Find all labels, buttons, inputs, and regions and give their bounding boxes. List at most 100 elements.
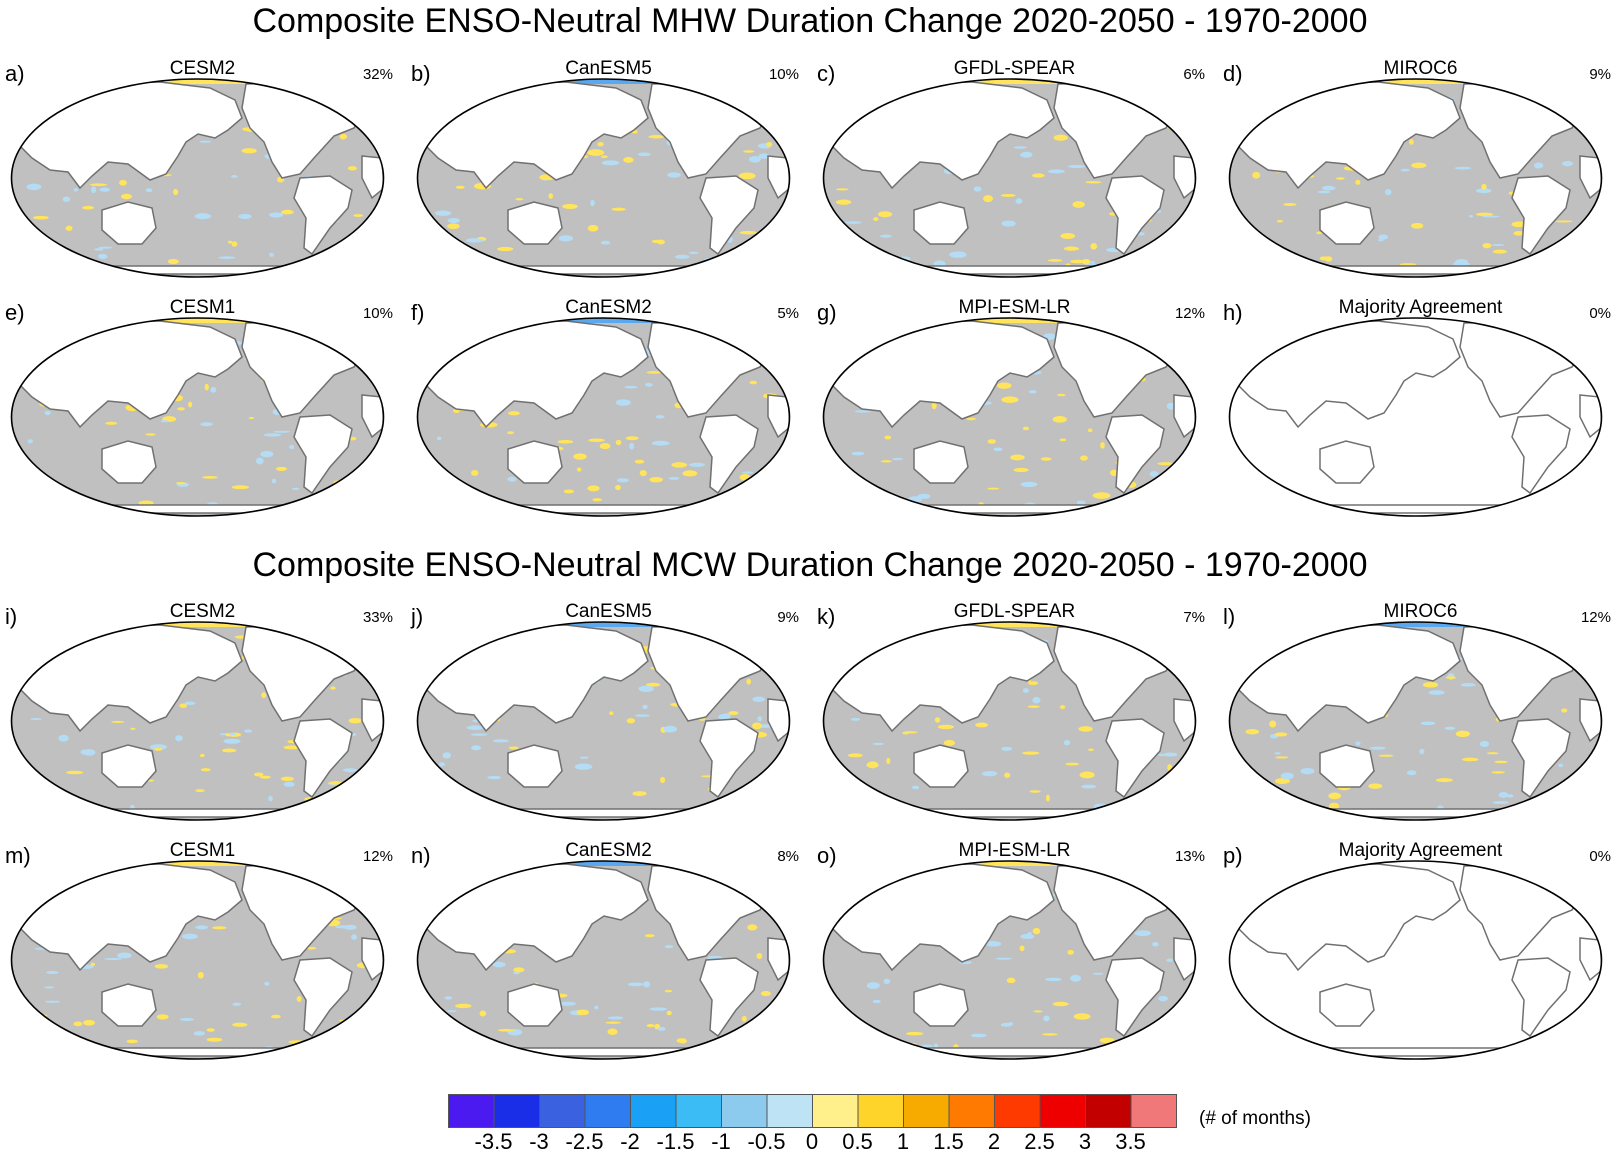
anomaly-patch xyxy=(306,800,319,805)
world-map xyxy=(1228,860,1603,1060)
anomaly-patch xyxy=(1513,231,1525,236)
colorbar-tick-label: 2 xyxy=(987,1129,1001,1154)
world-map xyxy=(1228,621,1603,821)
anomaly-patch xyxy=(1280,772,1294,780)
anomaly-patch xyxy=(1269,720,1277,728)
anomaly-patch xyxy=(1163,752,1178,757)
anomaly-patch xyxy=(1400,168,1410,172)
anomaly-patch xyxy=(1079,771,1095,779)
anomaly-patch xyxy=(1481,183,1487,190)
land-outline xyxy=(699,957,759,1038)
anomaly-patch xyxy=(1162,1030,1173,1038)
anomaly-patch xyxy=(645,382,653,387)
anomaly-patch xyxy=(1045,977,1062,982)
anomaly-patch xyxy=(839,117,858,123)
anomaly-patch xyxy=(1475,212,1494,217)
anomaly-patch xyxy=(866,982,880,989)
anomaly-patch xyxy=(1335,177,1345,180)
anomaly-patch xyxy=(269,212,284,218)
anomaly-patch xyxy=(253,772,264,777)
anomaly-patch xyxy=(848,260,863,263)
colorbar-tick-label: 2.5 xyxy=(1024,1129,1055,1154)
anomaly-patch xyxy=(119,179,127,186)
anomaly-patch xyxy=(1027,681,1039,686)
anomaly-patch xyxy=(1158,995,1168,1002)
colorbar-swatch xyxy=(1085,1094,1132,1128)
anomaly-patch xyxy=(649,476,663,483)
anomaly-patch xyxy=(497,246,514,252)
anomaly-patch xyxy=(255,457,264,465)
anomaly-patch xyxy=(513,967,525,973)
anomaly-patch xyxy=(271,478,277,484)
anomaly-patch xyxy=(1013,467,1029,473)
colorbar xyxy=(448,1094,1177,1128)
anomaly-patch xyxy=(558,235,573,242)
panel-model-name: CESM2 xyxy=(169,601,236,622)
anomaly-patch xyxy=(111,720,125,723)
land-outline xyxy=(445,504,759,514)
map-border xyxy=(416,317,791,517)
world-map xyxy=(416,78,791,278)
anomaly-patch xyxy=(273,430,290,433)
anomaly-patch xyxy=(261,692,267,699)
anomaly-patch xyxy=(360,801,366,808)
anomaly-patch xyxy=(943,739,956,746)
map-border xyxy=(10,860,385,1060)
anomaly-patch xyxy=(722,713,731,719)
land-outline xyxy=(1229,863,1461,972)
anomaly-patch xyxy=(193,1031,205,1036)
panel-percent: 10% xyxy=(768,66,799,83)
anomaly-patch xyxy=(996,382,1012,389)
anomaly-patch xyxy=(949,251,967,258)
anomaly-patch xyxy=(333,257,351,261)
anomaly-patch xyxy=(1008,1021,1014,1026)
anomaly-patch xyxy=(872,742,885,746)
anomaly-patch xyxy=(73,1021,83,1027)
panel-model-name: CESM1 xyxy=(169,840,236,861)
anomaly-patch xyxy=(646,371,662,374)
land-outline xyxy=(101,983,157,1027)
anomaly-patch xyxy=(487,775,502,780)
anomaly-patch xyxy=(333,254,338,260)
land-outline xyxy=(1229,320,1461,429)
anomaly-patch xyxy=(634,459,645,464)
anomaly-patch xyxy=(1059,705,1066,710)
anomaly-patch xyxy=(1355,179,1361,185)
anomaly-patch xyxy=(1411,222,1424,229)
anomaly-patch xyxy=(1073,1013,1091,1020)
anomaly-patch xyxy=(263,433,282,437)
land-outline xyxy=(1105,414,1165,495)
anomaly-patch xyxy=(1378,234,1389,240)
map-panel: l) MIROC6 12% xyxy=(1218,601,1611,833)
anomaly-patch xyxy=(1157,462,1174,466)
anomaly-patch xyxy=(638,685,654,693)
world-map xyxy=(416,621,791,821)
anomaly-patch xyxy=(605,1021,621,1024)
anomaly-patch xyxy=(99,187,111,192)
land-outline xyxy=(1173,155,1196,200)
anomaly-patch xyxy=(206,1037,223,1042)
panel-percent: 12% xyxy=(1580,609,1611,626)
anomaly-patch xyxy=(746,678,752,685)
colorbar-swatch xyxy=(1039,1094,1086,1128)
anomaly-patch xyxy=(627,982,644,987)
anomaly-patch xyxy=(841,654,855,659)
anomaly-patch xyxy=(154,964,169,969)
anomaly-patch xyxy=(1560,646,1576,649)
anomaly-patch xyxy=(835,199,852,205)
anomaly-patch xyxy=(296,995,302,1002)
anomaly-patch xyxy=(1492,249,1507,254)
colorbar-tick-label: 0.5 xyxy=(842,1129,873,1154)
anomaly-patch xyxy=(752,696,766,702)
anomaly-patch xyxy=(1152,941,1159,947)
anomaly-patch xyxy=(651,440,670,446)
anomaly-patch xyxy=(31,1039,47,1046)
anomaly-patch xyxy=(173,188,179,196)
anomaly-patch xyxy=(264,981,270,986)
anomaly-patch xyxy=(433,1037,450,1040)
land-outline xyxy=(1579,394,1602,439)
anomaly-patch xyxy=(1092,492,1111,499)
anomaly-patch xyxy=(105,421,118,425)
anomaly-patch xyxy=(1020,481,1038,488)
land-outline xyxy=(1257,1047,1571,1057)
